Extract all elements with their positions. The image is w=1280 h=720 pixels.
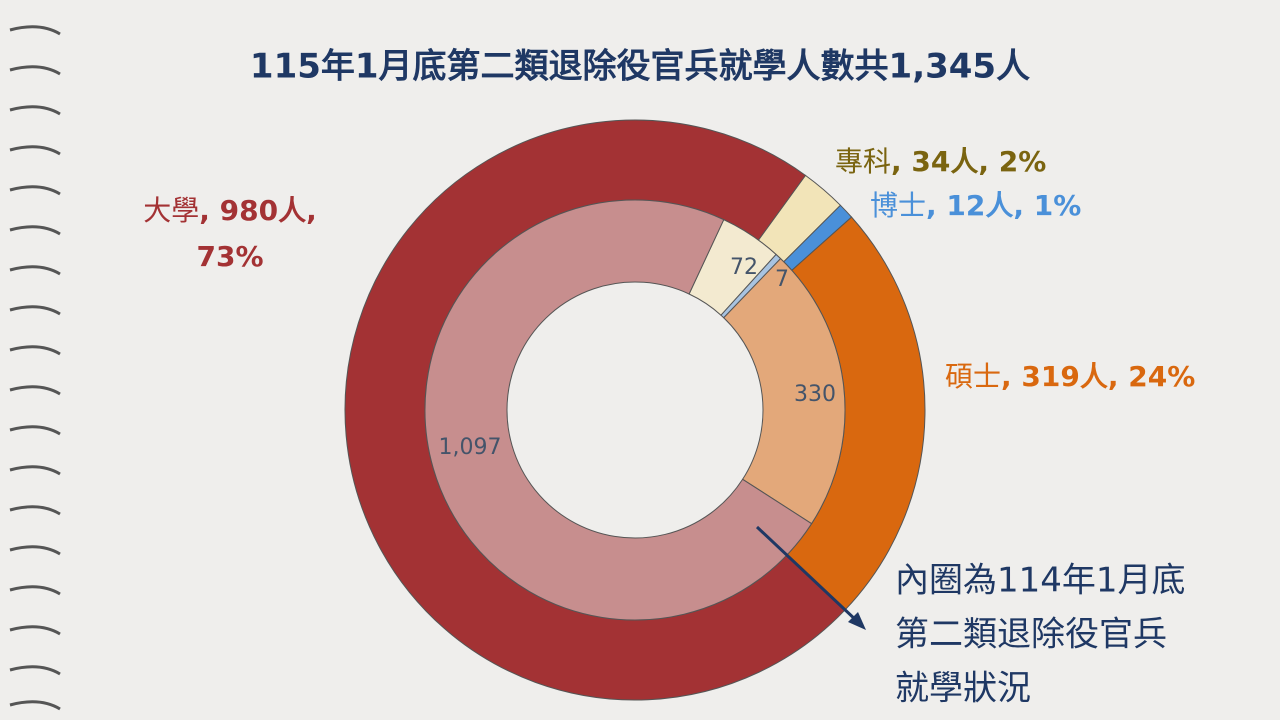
category-name: 大學 bbox=[143, 194, 199, 227]
separator: , bbox=[926, 189, 946, 222]
outer-label: 專科, 34人, 2% bbox=[835, 145, 1046, 178]
percent-label: 24% bbox=[1128, 360, 1195, 393]
annotation-line: 第二類退除役官兵 bbox=[895, 615, 1167, 655]
donut-segment bbox=[424, 199, 813, 621]
donut-segment bbox=[723, 257, 846, 525]
annotation-arrow bbox=[755, 525, 860, 624]
outer-label: 大學, 980人, bbox=[143, 194, 317, 227]
inner-value-label: 7 bbox=[775, 267, 789, 292]
separator: , bbox=[891, 145, 911, 178]
value-label: 980人 bbox=[220, 194, 306, 227]
value-label: 319人 bbox=[1021, 360, 1107, 393]
category-name: 博士 bbox=[870, 189, 926, 222]
chart-title: 115年1月底第二類退除役官兵就學人數共1,345人 bbox=[250, 47, 1030, 87]
spiral-binding bbox=[9, 25, 61, 711]
percent-label: 2% bbox=[999, 145, 1047, 178]
separator: , bbox=[199, 194, 219, 227]
inner-value-label: 72 bbox=[730, 255, 758, 280]
category-name: 專科 bbox=[835, 145, 891, 178]
value-label: 12人 bbox=[946, 189, 1013, 222]
separator: , bbox=[306, 194, 317, 227]
annotation-line: 內圈為114年1月底 bbox=[895, 561, 1186, 601]
percent-label: 1% bbox=[1034, 189, 1082, 222]
annotation-line: 就學狀況 bbox=[895, 669, 1031, 709]
separator: , bbox=[978, 145, 998, 178]
separator: , bbox=[1108, 360, 1128, 393]
inner-value-label: 1,097 bbox=[439, 435, 502, 460]
separator: , bbox=[1013, 189, 1033, 222]
percent-label: 73% bbox=[196, 240, 263, 273]
inner-value-label: 330 bbox=[794, 382, 836, 407]
outer-label: 博士, 12人, 1% bbox=[870, 189, 1081, 222]
category-name: 碩士 bbox=[945, 360, 1001, 393]
value-label: 34人 bbox=[911, 145, 978, 178]
outer-label: 碩士, 319人, 24% bbox=[945, 360, 1195, 393]
separator: , bbox=[1001, 360, 1021, 393]
arrow-head bbox=[848, 612, 866, 630]
